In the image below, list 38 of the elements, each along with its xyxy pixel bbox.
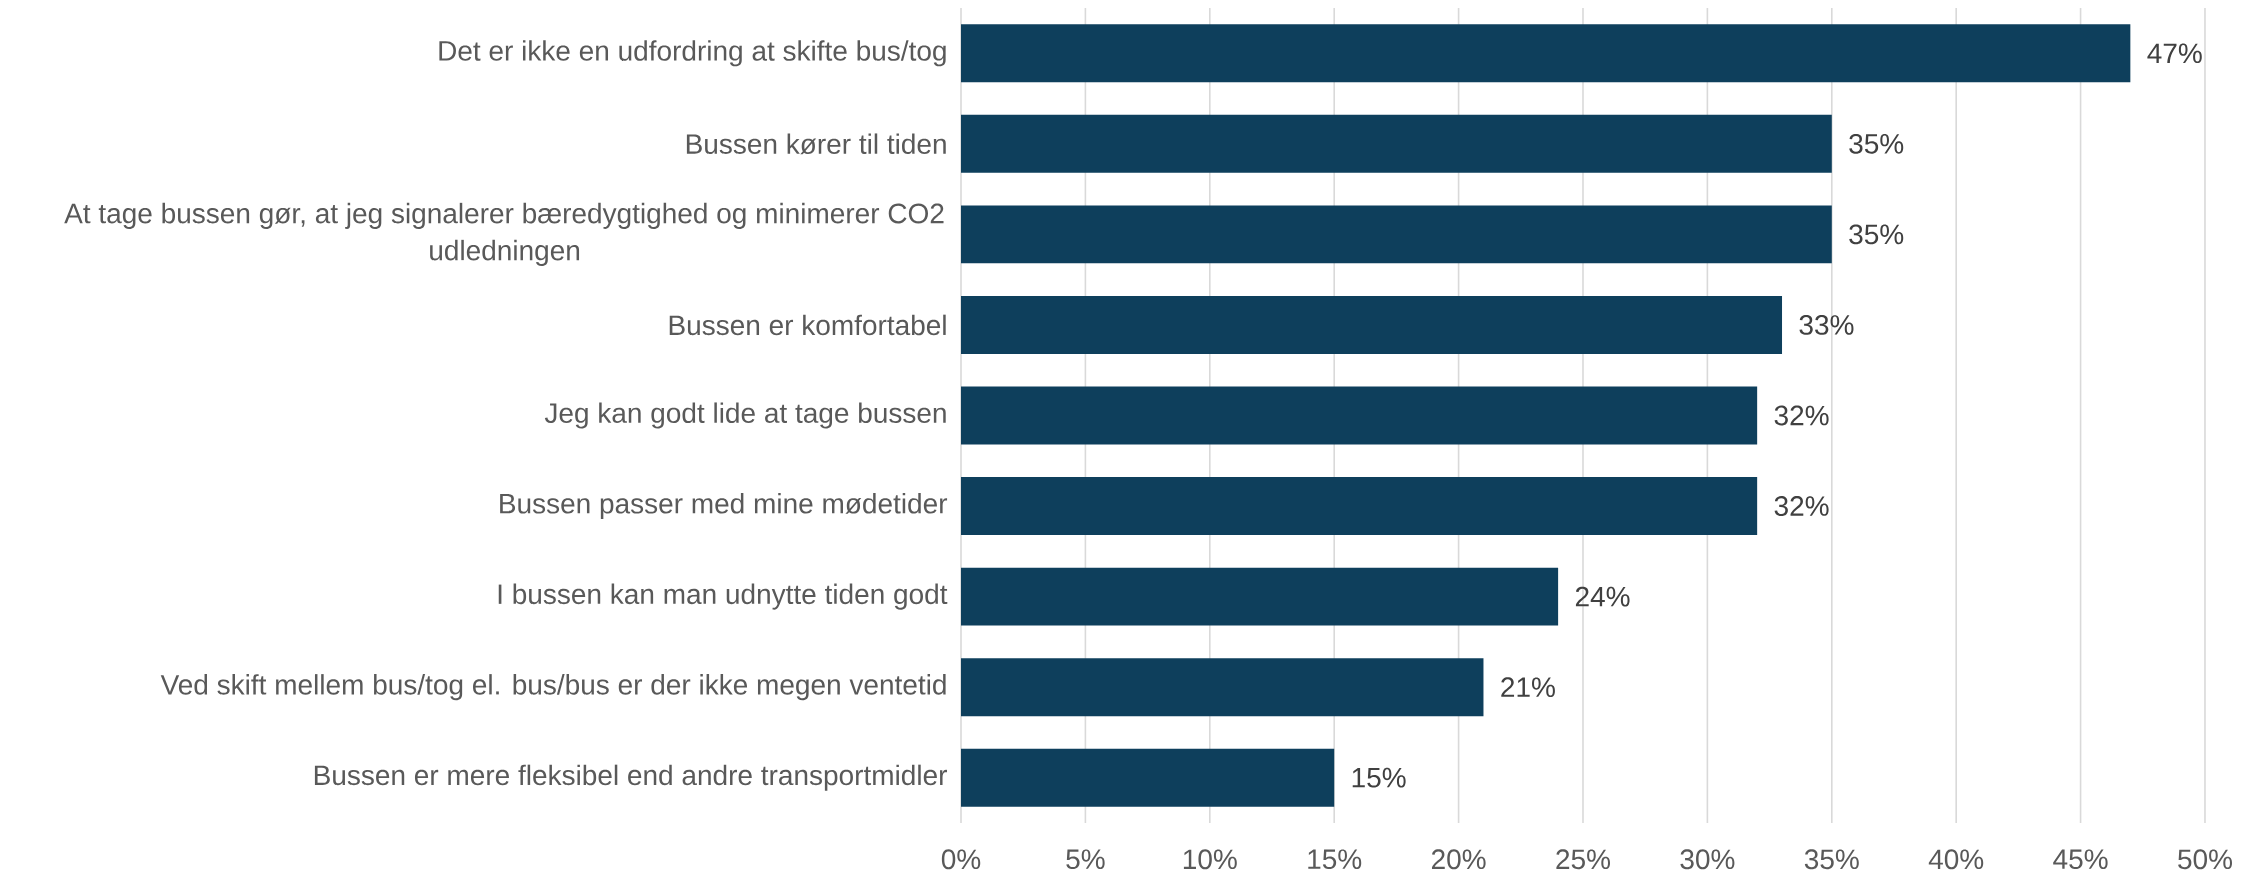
data-label: 21% — [1501, 677, 1555, 698]
data-label: 47% — [2147, 43, 2202, 64]
bar — [961, 567, 1559, 626]
y-tick-label: Jeg kan godt lide at tage bussen — [544, 402, 946, 429]
bar — [961, 205, 1832, 264]
y-tick-label: I bussen kan man udnytte tiden godt — [498, 583, 948, 610]
data-label: 32% — [1774, 405, 1829, 426]
y-tick-label: Bussen kører til tiden — [686, 133, 946, 155]
bar — [961, 477, 1758, 536]
bar — [961, 114, 1832, 173]
data-label: 24% — [1575, 586, 1630, 607]
y-tick-label: Det er ikke en udfordring at skifte bus/tog — [439, 40, 946, 67]
x-tick-label: 20% — [1431, 849, 1486, 870]
x-tick-label: 35% — [1804, 849, 1859, 870]
data-label: 32% — [1774, 496, 1829, 516]
bar — [961, 295, 1783, 354]
y-tick-label: Ved skift mellem bus/tog el. bus/bus er der ikke megen ventetid — [160, 674, 946, 701]
data-label: 35% — [1849, 133, 1904, 154]
x-tick-label: 15% — [1308, 849, 1362, 870]
x-tick-label: 50% — [2178, 849, 2232, 870]
x-tick-label: 25% — [1556, 849, 1611, 870]
y-tick-label: At tage bussen gør, at jeg signalerer bæredygtighed og minimerer CO2 udledningen — [64, 202, 944, 266]
data-label: 15% — [1352, 767, 1406, 788]
y-tick-label: Bussen er komfortabel — [669, 314, 946, 336]
bar — [961, 386, 1758, 445]
data-label: 33% — [1799, 315, 1854, 335]
data-label: 35% — [1849, 224, 1904, 245]
y-tick-label: Bussen er mere fleksibel end andre transportmidler — [314, 764, 948, 791]
x-tick-label: 10% — [1183, 849, 1237, 870]
bar — [961, 24, 2131, 83]
x-tick-label: 0% — [941, 849, 981, 870]
y-tick-label: Bussen passer med mine mødetider — [500, 493, 948, 520]
bar — [961, 748, 1335, 807]
x-tick-label: 5% — [1066, 849, 1105, 870]
x-tick-label: 45% — [2053, 849, 2108, 870]
bar — [961, 658, 1484, 717]
x-tick-label: 40% — [1928, 849, 1984, 870]
x-tick-label: 30% — [1680, 849, 1735, 870]
